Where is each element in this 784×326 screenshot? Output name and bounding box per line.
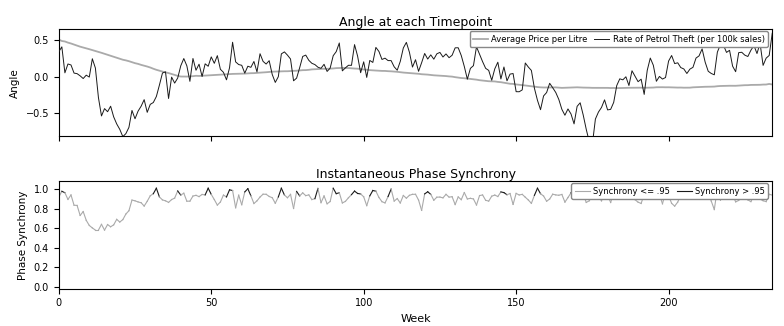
X-axis label: Week: Week	[400, 314, 431, 324]
Legend: Synchrony <= .95, Synchrony > .95: Synchrony <= .95, Synchrony > .95	[572, 184, 768, 199]
Title: Instantaneous Phase Synchrony: Instantaneous Phase Synchrony	[315, 169, 516, 181]
Y-axis label: Phase Synchrony: Phase Synchrony	[18, 190, 28, 280]
Legend: Average Price per Litre, Rate of Petrol Theft (per 100k sales): Average Price per Litre, Rate of Petrol …	[470, 31, 768, 47]
Title: Angle at each Timepoint: Angle at each Timepoint	[339, 16, 492, 29]
Y-axis label: Angle: Angle	[10, 68, 20, 98]
